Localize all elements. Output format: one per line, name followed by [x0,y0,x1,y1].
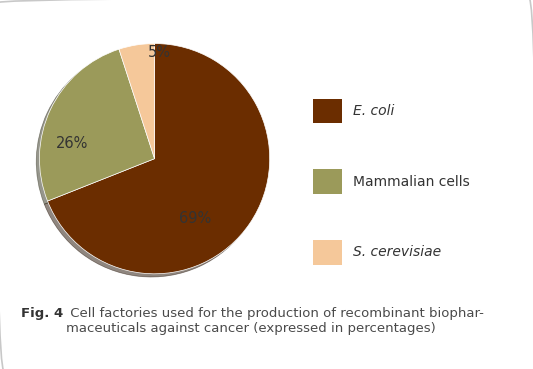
Text: 5%: 5% [148,45,171,60]
FancyBboxPatch shape [313,99,342,123]
Text: Mammalian cells: Mammalian cells [353,175,470,189]
Wedge shape [39,49,155,201]
Text: E. coli: E. coli [353,104,394,118]
FancyBboxPatch shape [313,240,342,265]
Text: S. cerevisiae: S. cerevisiae [353,245,441,259]
Text: Cell factories used for the production of recombinant biophar-
maceuticals again: Cell factories used for the production o… [66,307,484,335]
Wedge shape [119,44,155,159]
Wedge shape [47,44,270,274]
FancyBboxPatch shape [313,169,342,194]
Text: 26%: 26% [55,136,88,151]
Text: Fig. 4: Fig. 4 [21,307,63,320]
Text: 69%: 69% [179,211,211,226]
